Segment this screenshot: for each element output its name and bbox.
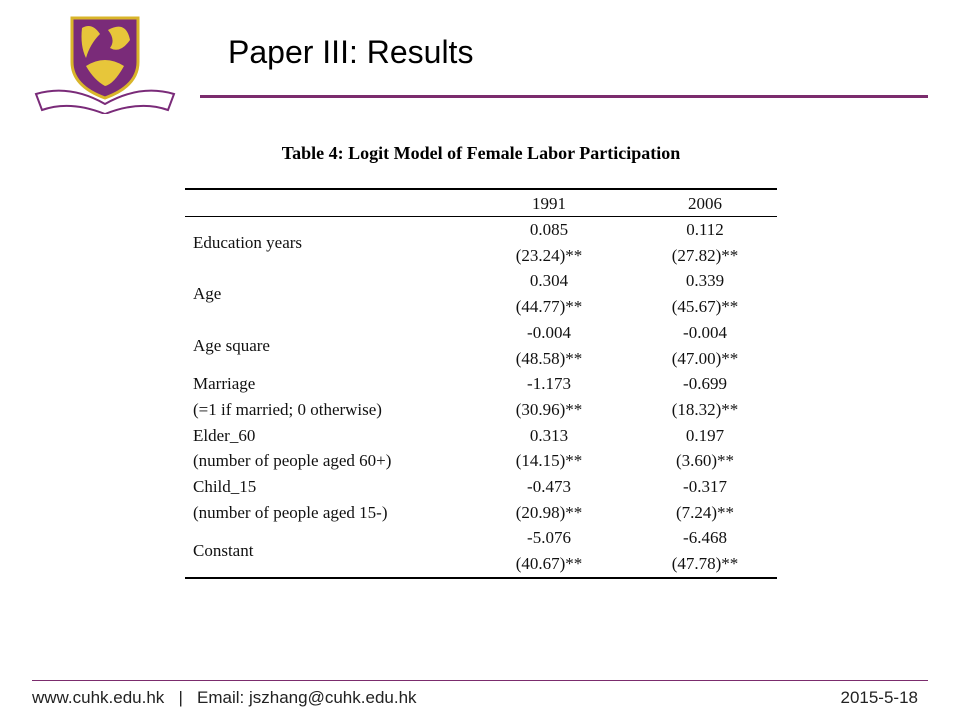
coefficient: 0.197 — [685, 425, 725, 445]
coefficient: -1.173 — [527, 374, 571, 394]
table-title: Table 4: Logit Model of Female Labor Par… — [281, 143, 681, 163]
t-statistic: (20.98)** — [515, 502, 583, 522]
t-statistic: (47.78)** — [671, 554, 739, 574]
row-label: Education years — [193, 232, 303, 252]
column-header: 1991 — [532, 194, 566, 213]
coefficient: -0.317 — [683, 477, 727, 496]
t-statistic: (47.00)** — [671, 348, 739, 368]
coefficient: 0.304 — [529, 271, 569, 291]
t-statistic: (23.24)** — [515, 245, 583, 265]
t-statistic: (7.24)** — [675, 502, 735, 522]
table-bottom-rule — [185, 577, 777, 579]
row-label: (number of people aged 60+) — [193, 451, 392, 471]
coefficient: -5.076 — [527, 528, 571, 548]
t-statistic: (45.67)** — [671, 297, 739, 317]
coefficient: 0.313 — [529, 425, 569, 445]
table-top-rule — [185, 188, 777, 190]
row-label: Child_15 — [193, 477, 257, 496]
coefficient: -0.004 — [527, 322, 571, 342]
t-statistic: (30.96)** — [515, 399, 583, 419]
row-label: Age — [193, 284, 222, 304]
column-header: 2006 — [688, 194, 722, 213]
t-statistic: (27.82)** — [671, 245, 739, 265]
row-label: Elder_60 — [193, 425, 256, 445]
row-label: (=1 if married; 0 otherwise) — [193, 399, 382, 419]
t-statistic: (14.15)** — [515, 451, 583, 471]
coefficient: -0.699 — [683, 374, 727, 394]
coefficient: -6.468 — [683, 528, 727, 548]
footer-rule — [32, 680, 928, 681]
coefficient: 0.085 — [529, 220, 569, 239]
coefficient: -0.004 — [683, 322, 727, 342]
logo — [34, 16, 176, 114]
t-statistic: (40.67)** — [515, 554, 583, 574]
slide-title: Paper III: Results — [228, 34, 474, 70]
row-label: Constant — [193, 541, 254, 561]
t-statistic: (3.60)** — [675, 451, 735, 471]
row-label: Marriage — [193, 374, 256, 394]
row-label: (number of people aged 15-) — [193, 502, 388, 522]
coefficient: 0.339 — [685, 271, 725, 291]
coefficient: -0.473 — [527, 477, 571, 496]
row-label: Age square — [193, 335, 270, 355]
footer-left: www.cuhk.edu.hk | Email: jszhang@cuhk.ed… — [32, 688, 417, 707]
coefficient: 0.112 — [686, 220, 724, 239]
title-rule — [200, 95, 928, 98]
footer-date: 2015-5-18 — [840, 688, 918, 707]
t-statistic: (44.77)** — [515, 297, 583, 317]
table-header-rule — [185, 216, 777, 217]
t-statistic: (18.32)** — [671, 399, 739, 419]
t-statistic: (48.58)** — [515, 348, 583, 368]
